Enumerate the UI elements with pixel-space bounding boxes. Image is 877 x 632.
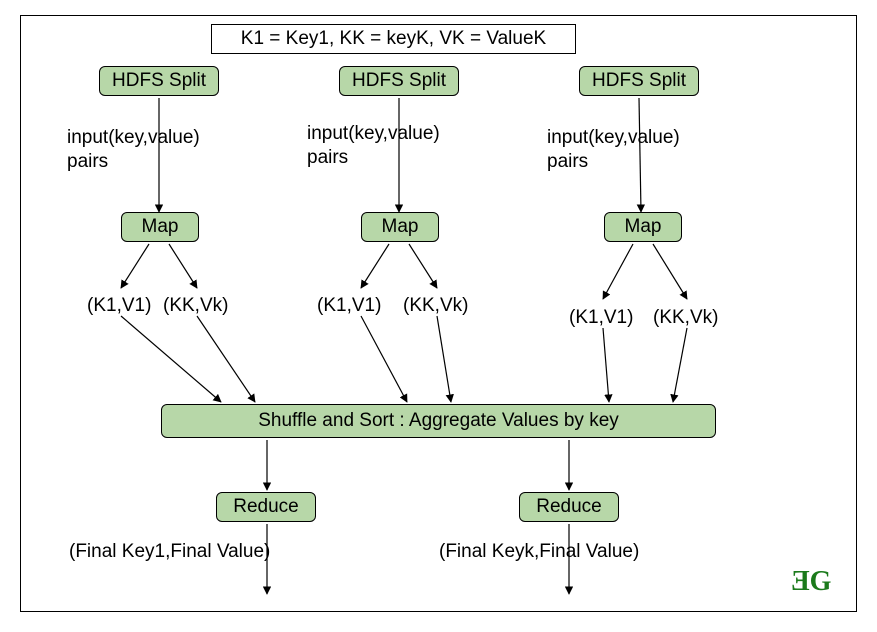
reduce-box: Reduce xyxy=(216,492,316,522)
input-pairs-label: input(key,value) pairs xyxy=(547,126,680,174)
reduce-text: Reduce xyxy=(233,496,299,518)
hdfs-split-text: HDFS Split xyxy=(112,70,206,92)
hdfs-split-box: HDFS Split xyxy=(339,66,459,96)
reduce-output-label: (Final Key1,Final Value) xyxy=(69,540,270,564)
map-text: Map xyxy=(142,216,179,238)
map-text: Map xyxy=(625,216,662,238)
kv-pair-label: (K1,V1) xyxy=(317,294,381,318)
hdfs-split-box: HDFS Split xyxy=(99,66,219,96)
shuffle-sort-box: Shuffle and Sort : Aggregate Values by k… xyxy=(161,404,716,438)
reduce-text: Reduce xyxy=(536,496,602,518)
kv-pair-label: (KK,Vk) xyxy=(653,306,718,330)
legend-box: K1 = Key1, KK = keyK, VK = ValueK xyxy=(211,24,576,54)
kv-pair-label: (KK,Vk) xyxy=(163,294,228,318)
shuffle-sort-text: Shuffle and Sort : Aggregate Values by k… xyxy=(258,410,619,432)
reduce-box: Reduce xyxy=(519,492,619,522)
kv-pair-label: (KK,Vk) xyxy=(403,294,468,318)
diagram-frame: K1 = Key1, KK = keyK, VK = ValueK HDFS S… xyxy=(20,15,857,612)
legend-text: K1 = Key1, KK = keyK, VK = ValueK xyxy=(241,28,546,50)
map-box: Map xyxy=(604,212,682,242)
map-text: Map xyxy=(382,216,419,238)
input-pairs-label: input(key,value) pairs xyxy=(307,122,440,170)
hdfs-split-text: HDFS Split xyxy=(592,70,686,92)
reduce-output-label: (Final Keyk,Final Value) xyxy=(439,540,639,564)
hdfs-split-box: HDFS Split xyxy=(579,66,699,96)
input-pairs-label: input(key,value) pairs xyxy=(67,126,200,174)
map-box: Map xyxy=(121,212,199,242)
kv-pair-label: (K1,V1) xyxy=(87,294,151,318)
hdfs-split-text: HDFS Split xyxy=(352,70,446,92)
logo: ƎG xyxy=(791,566,831,598)
logo-text: ƎG xyxy=(791,566,831,597)
diagram-container: K1 = Key1, KK = keyK, VK = ValueK HDFS S… xyxy=(0,0,877,632)
map-box: Map xyxy=(361,212,439,242)
kv-pair-label: (K1,V1) xyxy=(569,306,633,330)
